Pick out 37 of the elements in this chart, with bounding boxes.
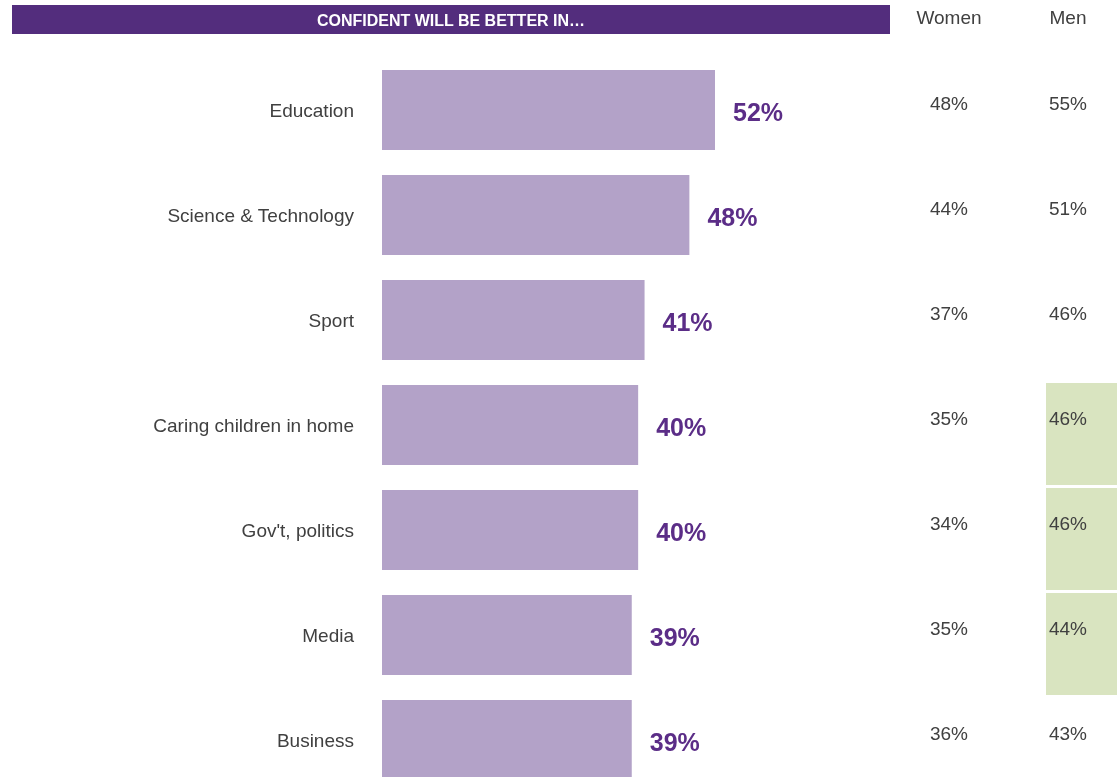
data-label: 40% — [656, 413, 707, 441]
data-label: 48% — [929, 93, 969, 114]
x-tick-label: Women — [916, 7, 982, 28]
bar — [382, 280, 645, 360]
bar — [382, 490, 639, 570]
y-tick-label: Gov't, politics — [241, 520, 354, 541]
data-label: 37% — [929, 303, 969, 324]
data-label: 39% — [649, 623, 700, 651]
y-tick-label: Business — [276, 730, 354, 751]
data-label: 48% — [707, 203, 758, 231]
bar — [382, 385, 639, 465]
data-label: 36% — [929, 723, 969, 744]
bar — [382, 175, 690, 255]
data-label: 35% — [929, 618, 969, 639]
x-tick-label: Men — [1049, 7, 1087, 28]
y-tick-label: Sport — [308, 310, 355, 331]
data-label: 51% — [1048, 198, 1088, 219]
data-label: 35% — [929, 408, 969, 429]
y-tick-label: Media — [302, 625, 355, 646]
data-label: 34% — [929, 513, 969, 534]
data-label: 46% — [1048, 513, 1088, 534]
data-label: 46% — [1048, 303, 1088, 324]
data-label: 52% — [733, 98, 784, 126]
y-tick-label: Education — [269, 100, 354, 121]
data-label: 46% — [1048, 408, 1088, 429]
data-label: 44% — [1048, 618, 1088, 639]
data-label: 43% — [1048, 723, 1088, 744]
bar — [382, 70, 715, 150]
data-label: 39% — [649, 728, 700, 756]
bar — [382, 595, 632, 675]
data-label: 40% — [656, 518, 707, 546]
data-label: 41% — [662, 308, 713, 336]
data-label: 55% — [1048, 93, 1088, 114]
y-tick-label: Caring children in home — [153, 415, 354, 436]
y-tick-label: Science & Technology — [167, 205, 355, 226]
chart-title: CONFIDENT WILL BE BETTER IN… — [316, 12, 586, 29]
data-label: 44% — [929, 198, 969, 219]
